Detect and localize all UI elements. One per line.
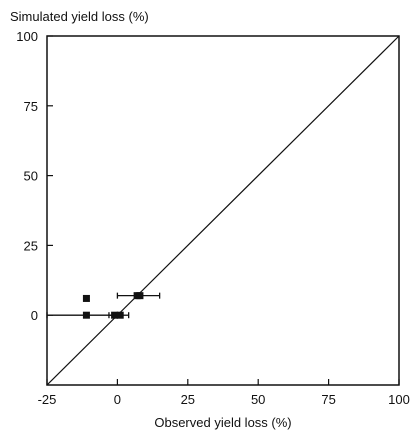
x-tick-label: 75 [321,392,335,407]
y-tick-label: 50 [24,169,38,184]
data-point [136,292,144,300]
x-tick-label: 25 [181,392,195,407]
x-tick-label: -25 [38,392,57,407]
x-axis-title: Observed yield loss (%) [154,415,291,430]
x-tick-label: 0 [114,392,121,407]
plot-frame [46,35,400,386]
y-tick-label: 0 [31,308,38,323]
data-point [116,311,124,319]
data-point [82,311,90,319]
y-tick-label: 75 [24,99,38,114]
data-point [82,294,90,302]
y-tick-label: 25 [24,238,38,253]
y-tick-label: 100 [16,29,38,44]
x-tick-label: 50 [251,392,265,407]
one-to-one-line [46,35,400,386]
y-axis-title: Simulated yield loss (%) [10,9,149,24]
x-tick-label: 100 [388,392,410,407]
